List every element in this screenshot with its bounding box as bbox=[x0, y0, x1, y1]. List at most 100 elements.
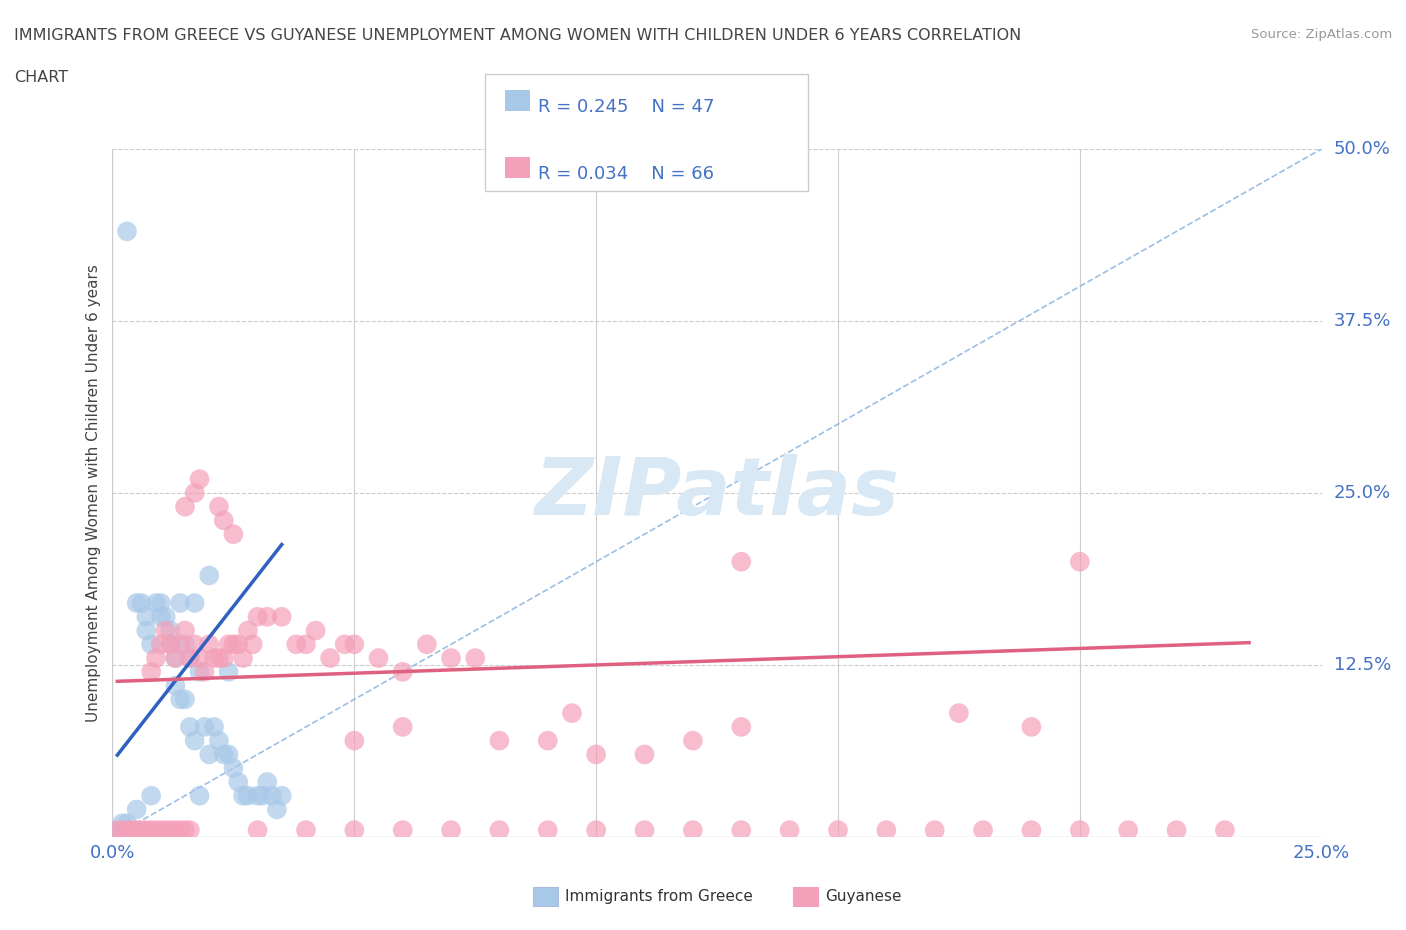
Point bbox=[135, 823, 157, 838]
Text: Source: ZipAtlas.com: Source: ZipAtlas.com bbox=[1251, 28, 1392, 41]
Point bbox=[105, 823, 128, 838]
Point bbox=[202, 651, 225, 666]
Point bbox=[188, 651, 211, 666]
Point bbox=[252, 789, 274, 804]
Point bbox=[343, 823, 366, 838]
Point bbox=[226, 637, 249, 652]
Point bbox=[682, 733, 704, 748]
Point bbox=[121, 823, 143, 838]
Point bbox=[440, 651, 463, 666]
Point bbox=[174, 823, 197, 838]
Point bbox=[343, 637, 366, 652]
Point bbox=[145, 651, 167, 666]
Point bbox=[193, 664, 215, 679]
Point bbox=[165, 823, 187, 838]
Point bbox=[1021, 823, 1043, 838]
Point bbox=[159, 637, 181, 652]
Point bbox=[319, 651, 342, 666]
Point bbox=[1021, 720, 1043, 735]
Text: IMMIGRANTS FROM GREECE VS GUYANESE UNEMPLOYMENT AMONG WOMEN WITH CHILDREN UNDER : IMMIGRANTS FROM GREECE VS GUYANESE UNEMP… bbox=[14, 28, 1021, 43]
Point bbox=[155, 623, 177, 638]
Text: 37.5%: 37.5% bbox=[1334, 312, 1391, 330]
Point bbox=[218, 664, 240, 679]
Point bbox=[924, 823, 946, 838]
Point bbox=[145, 823, 167, 838]
Point bbox=[169, 595, 191, 610]
Point bbox=[1166, 823, 1188, 838]
Point bbox=[125, 823, 148, 838]
Text: 25.0%: 25.0% bbox=[1334, 484, 1391, 502]
Point bbox=[1069, 823, 1091, 838]
Point bbox=[188, 472, 211, 486]
Point bbox=[730, 720, 752, 735]
Point bbox=[972, 823, 994, 838]
Point bbox=[222, 526, 245, 541]
Point bbox=[218, 637, 240, 652]
Point bbox=[159, 637, 181, 652]
Point bbox=[115, 224, 138, 239]
Point bbox=[131, 595, 153, 610]
Point bbox=[111, 823, 134, 838]
Point bbox=[343, 733, 366, 748]
Point bbox=[149, 609, 172, 624]
Point bbox=[256, 775, 278, 790]
Point bbox=[1116, 823, 1139, 838]
Point bbox=[232, 651, 254, 666]
Point bbox=[827, 823, 849, 838]
Point bbox=[222, 761, 245, 776]
Point bbox=[1069, 554, 1091, 569]
Point bbox=[208, 651, 231, 666]
Point bbox=[585, 747, 607, 762]
Point bbox=[537, 733, 560, 748]
Point bbox=[391, 823, 413, 838]
Point bbox=[875, 823, 897, 838]
Point bbox=[149, 823, 172, 838]
Text: R = 0.034    N = 66: R = 0.034 N = 66 bbox=[538, 165, 714, 182]
Point bbox=[165, 651, 187, 666]
Point bbox=[141, 664, 163, 679]
Point bbox=[115, 816, 138, 830]
Point bbox=[218, 747, 240, 762]
Point bbox=[285, 637, 308, 652]
Text: Immigrants from Greece: Immigrants from Greece bbox=[565, 889, 754, 904]
Point bbox=[174, 692, 197, 707]
Point bbox=[145, 595, 167, 610]
Point bbox=[779, 823, 801, 838]
Point bbox=[202, 720, 225, 735]
Point bbox=[242, 637, 264, 652]
Point bbox=[212, 513, 235, 528]
Point bbox=[179, 720, 201, 735]
Point bbox=[212, 747, 235, 762]
Point bbox=[169, 823, 191, 838]
Point bbox=[270, 609, 292, 624]
Point bbox=[155, 609, 177, 624]
Point bbox=[633, 747, 655, 762]
Point bbox=[948, 706, 970, 721]
Point bbox=[165, 651, 187, 666]
Point bbox=[125, 802, 148, 817]
Point bbox=[232, 789, 254, 804]
Text: ZIPatlas: ZIPatlas bbox=[534, 454, 900, 532]
Point bbox=[682, 823, 704, 838]
Point bbox=[633, 823, 655, 838]
Point bbox=[141, 789, 163, 804]
Point bbox=[246, 609, 269, 624]
Point bbox=[333, 637, 356, 652]
Point bbox=[141, 637, 163, 652]
Point bbox=[295, 823, 318, 838]
Point bbox=[183, 637, 205, 652]
Point bbox=[561, 706, 583, 721]
Point bbox=[141, 823, 163, 838]
Point bbox=[198, 747, 221, 762]
Point bbox=[183, 595, 205, 610]
Point bbox=[537, 823, 560, 838]
Text: CHART: CHART bbox=[14, 70, 67, 85]
Point bbox=[193, 720, 215, 735]
Point bbox=[212, 651, 235, 666]
Point bbox=[198, 637, 221, 652]
Point bbox=[730, 554, 752, 569]
Point bbox=[183, 733, 205, 748]
Point bbox=[179, 823, 201, 838]
Point bbox=[111, 816, 134, 830]
Point bbox=[246, 789, 269, 804]
